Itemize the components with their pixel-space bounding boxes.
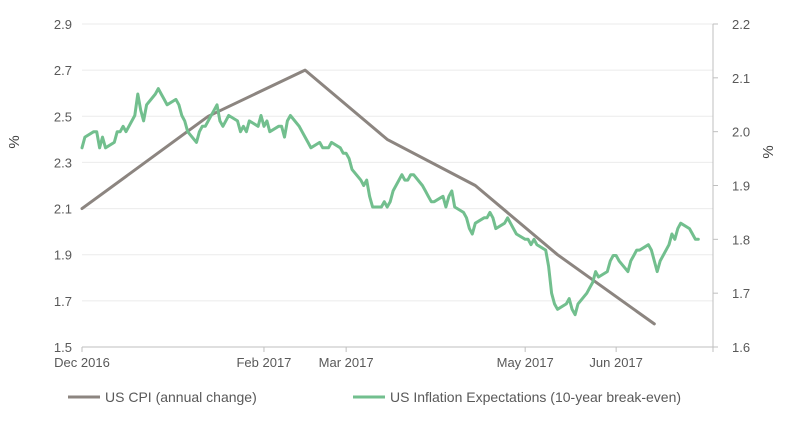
left-tick-label: 2.3 — [54, 155, 72, 170]
right-tick-label: 1.6 — [732, 340, 750, 355]
x-tick-label: Jun 2017 — [589, 355, 643, 370]
right-tick-label: 2.1 — [732, 71, 750, 86]
x-axis-ticks: Dec 2016 Feb 2017 Mar 2017 May 2017 Jun 2017 — [54, 347, 714, 370]
right-tick-label: 1.7 — [732, 286, 750, 301]
series-line-inflation-expectations — [80, 87, 700, 317]
legend-label-inflation-expectations: US Inflation Expectations (10-year break… — [390, 389, 681, 405]
left-tick-label: 1.5 — [54, 340, 72, 355]
right-axis-ticks: 1.6 1.7 1.8 1.9 2.0 2.1 2.2 — [713, 17, 750, 355]
left-tick-label: 2.5 — [54, 109, 72, 124]
series-line-cpi — [80, 68, 656, 326]
right-tick-label: 2.2 — [732, 17, 750, 32]
x-tick-label: Dec 2016 — [54, 355, 110, 370]
right-tick-label: 2.0 — [732, 125, 750, 140]
legend-label-cpi: US CPI (annual change) — [105, 389, 257, 405]
x-tick-label: Mar 2017 — [319, 355, 374, 370]
right-tick-label: 1.9 — [732, 179, 750, 194]
right-axis-label: % — [760, 145, 777, 158]
left-tick-label: 2.9 — [54, 17, 72, 32]
left-tick-label: 1.7 — [54, 294, 72, 309]
left-tick-label: 1.9 — [54, 248, 72, 263]
left-axis-ticks: 1.5 1.7 1.9 2.1 2.3 2.5 2.7 2.9 — [54, 17, 72, 355]
left-tick-label: 2.1 — [54, 202, 72, 217]
x-tick-label: Feb 2017 — [236, 355, 291, 370]
series-lines — [80, 68, 700, 326]
x-tick-label: May 2017 — [497, 355, 554, 370]
right-tick-label: 1.8 — [732, 232, 750, 247]
legend: US CPI (annual change) US Inflation Expe… — [68, 389, 681, 405]
left-axis-label: % — [6, 135, 23, 148]
gridlines — [82, 23, 713, 302]
left-tick-label: 2.7 — [54, 63, 72, 78]
